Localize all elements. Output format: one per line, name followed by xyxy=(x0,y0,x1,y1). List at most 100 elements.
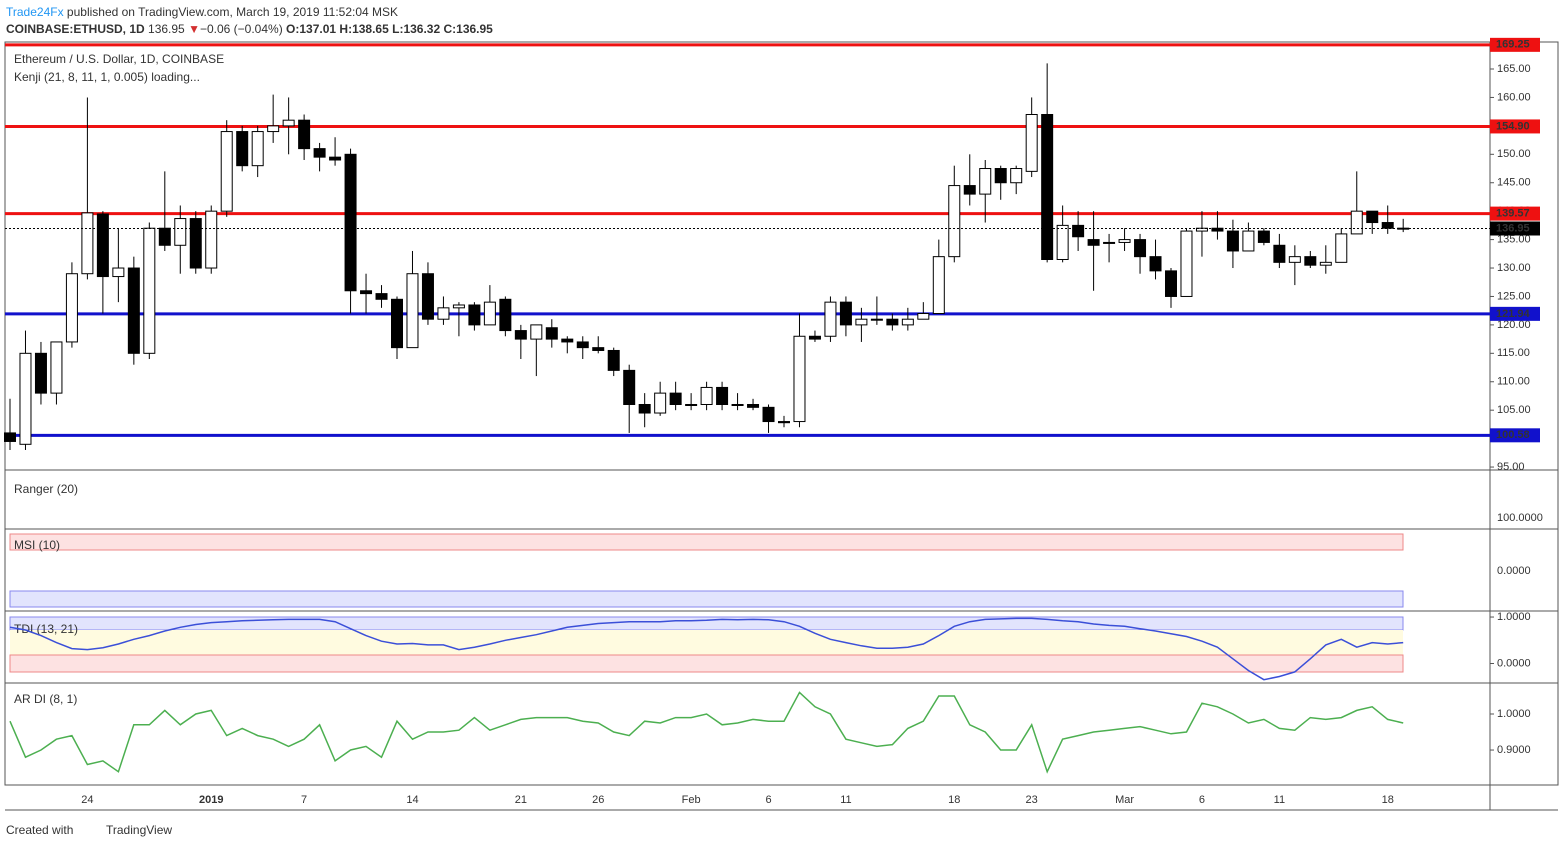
candle-body xyxy=(994,168,1007,184)
candle-body xyxy=(654,392,667,414)
tdi-line xyxy=(9,617,1404,681)
y-tick-label: 145.00 xyxy=(1497,177,1531,189)
x-tick-label: 14 xyxy=(406,794,418,806)
candle-body xyxy=(1273,244,1286,263)
candle-body xyxy=(623,369,636,405)
candle-body xyxy=(886,318,899,326)
y-tick-label: 160.00 xyxy=(1497,91,1531,103)
y-tick-label: 0.9000 xyxy=(1497,744,1531,756)
candle-body xyxy=(917,313,930,320)
panel-label: TDI (13, 21) xyxy=(14,622,78,636)
symbol-line: COINBASE:ETHUSD, 1D 136.95 ▼−0.06 (−0.04… xyxy=(6,22,493,36)
candle-body xyxy=(1257,230,1270,243)
candle-body xyxy=(1350,210,1363,235)
y-tick-label: 0.0000 xyxy=(1497,657,1531,669)
candle-body xyxy=(189,218,202,269)
candle-body xyxy=(1087,239,1100,246)
candle-body xyxy=(1242,230,1255,252)
y-tick-label: 1.0000 xyxy=(1497,611,1531,623)
candle-body xyxy=(1010,168,1023,184)
candle-body xyxy=(1366,210,1379,224)
candle-body xyxy=(762,406,775,423)
candle-body xyxy=(205,210,218,269)
level-tag xyxy=(1490,428,1540,443)
y-tick-label: 115.00 xyxy=(1497,347,1530,359)
candle-body xyxy=(1226,230,1239,252)
level-tag xyxy=(1490,306,1540,321)
candle-body xyxy=(329,156,342,161)
candle-body xyxy=(375,293,388,300)
candle-body xyxy=(1165,270,1177,297)
candle-body xyxy=(592,347,605,351)
x-tick-label: 23 xyxy=(1026,794,1038,806)
ohlc: O:137.01 H:138.65 L:136.32 C:136.95 xyxy=(286,22,493,36)
candle-body xyxy=(406,273,419,349)
y-tick-label: 130.00 xyxy=(1497,262,1531,274)
y-tick-label: 120.00 xyxy=(1497,319,1531,331)
header-line: Trade24Fx published on TradingView.com, … xyxy=(6,5,398,19)
level-tag xyxy=(1490,37,1540,52)
x-tick-label: 6 xyxy=(765,794,771,806)
candle-body xyxy=(1381,222,1394,229)
level-tag xyxy=(1490,119,1540,134)
candle-body xyxy=(747,403,760,408)
candle-body xyxy=(1397,227,1410,230)
candle-body xyxy=(1149,256,1162,272)
y-tick-label: 0.0000 xyxy=(1497,565,1531,577)
candle-body xyxy=(391,298,403,349)
candle-body xyxy=(932,256,945,315)
candle-body xyxy=(499,298,512,332)
x-tick-label: 21 xyxy=(515,794,527,806)
candle-body xyxy=(65,273,78,343)
tdi-band xyxy=(9,654,1404,673)
symbol: COINBASE:ETHUSD, 1D xyxy=(6,22,145,36)
price: 136.95 xyxy=(148,22,185,36)
ardi-line xyxy=(9,691,1404,774)
candle-body xyxy=(1180,230,1193,297)
candle-body xyxy=(452,304,465,309)
candle-body xyxy=(158,227,171,246)
candle-body xyxy=(437,307,450,320)
candle-body xyxy=(778,421,790,424)
candle-body xyxy=(1134,239,1147,258)
candle-body xyxy=(313,148,326,158)
candle-body xyxy=(267,125,280,133)
x-tick-label: Mar xyxy=(1115,794,1134,806)
published: published on TradingView.com, March 19, … xyxy=(64,5,398,19)
x-tick-label: 7 xyxy=(301,794,307,806)
last-price-label: 136.95 xyxy=(1496,222,1530,234)
level-tag xyxy=(1490,206,1540,221)
candle-body xyxy=(731,403,744,406)
candle-body xyxy=(700,386,713,405)
x-tick-label: 2019 xyxy=(199,794,223,806)
candle-body xyxy=(685,403,698,406)
candle-body xyxy=(1304,256,1317,266)
candle-body xyxy=(251,131,264,167)
candle-body xyxy=(824,301,837,337)
candle-body xyxy=(561,338,574,343)
x-tick-label: 18 xyxy=(1382,794,1394,806)
level-label: 139.57 xyxy=(1496,208,1530,220)
candle-body xyxy=(1072,224,1085,238)
candle-body xyxy=(360,290,373,295)
candle-body xyxy=(1025,113,1038,172)
candle-body xyxy=(1056,224,1069,260)
panel-label: Ranger (20) xyxy=(14,482,78,496)
panel-label: MSI (10) xyxy=(14,538,60,552)
x-tick-label: 18 xyxy=(948,794,960,806)
y-tick-label: 100.0000 xyxy=(1497,512,1543,524)
candle-body xyxy=(483,301,496,326)
candle-body xyxy=(1041,113,1054,260)
footer-brand: TradingView xyxy=(106,823,172,837)
candle-body xyxy=(282,119,295,127)
candle-body xyxy=(716,386,729,405)
candle-body xyxy=(468,304,481,326)
candle-body xyxy=(948,185,961,258)
x-tick-label: 6 xyxy=(1199,794,1205,806)
candle-body xyxy=(344,153,357,292)
candle-body xyxy=(870,318,883,321)
candle-body xyxy=(514,330,527,340)
x-tick-label: Feb xyxy=(682,794,701,806)
candle-body xyxy=(50,341,63,394)
x-tick-label: 11 xyxy=(840,794,851,806)
